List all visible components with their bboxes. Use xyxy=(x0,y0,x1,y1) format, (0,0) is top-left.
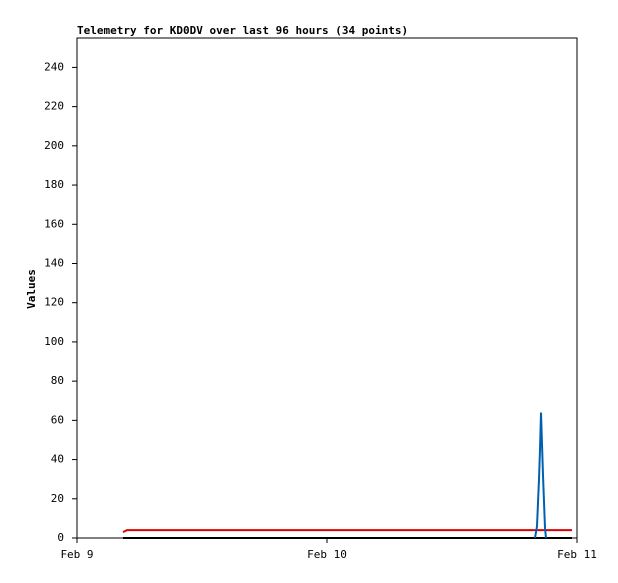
series-line xyxy=(122,529,572,534)
x-tick-label: Feb 9 xyxy=(60,548,93,561)
series-line xyxy=(534,412,547,539)
y-tick-label: 200 xyxy=(44,139,64,152)
chart-title: Telemetry for KD0DV over last 96 hours (… xyxy=(77,24,408,37)
y-tick-label: 100 xyxy=(44,335,64,348)
x-tick-label: Feb 11 xyxy=(557,548,597,561)
y-tick-label: 120 xyxy=(44,296,64,309)
y-tick-label: 180 xyxy=(44,178,64,191)
y-axis-label: Values xyxy=(25,269,38,309)
y-tick-label: 80 xyxy=(51,374,64,387)
y-tick-label: 220 xyxy=(44,100,64,113)
y-tick-label: 40 xyxy=(51,453,64,466)
y-tick-label: 160 xyxy=(44,217,64,230)
x-tick-label: Feb 10 xyxy=(307,548,347,561)
y-tick-label: 240 xyxy=(44,60,64,73)
y-tick-label: 60 xyxy=(51,413,64,426)
y-tick-label: 0 xyxy=(57,531,64,544)
y-tick-label: 20 xyxy=(51,492,64,505)
y-tick-label: 140 xyxy=(44,256,64,269)
